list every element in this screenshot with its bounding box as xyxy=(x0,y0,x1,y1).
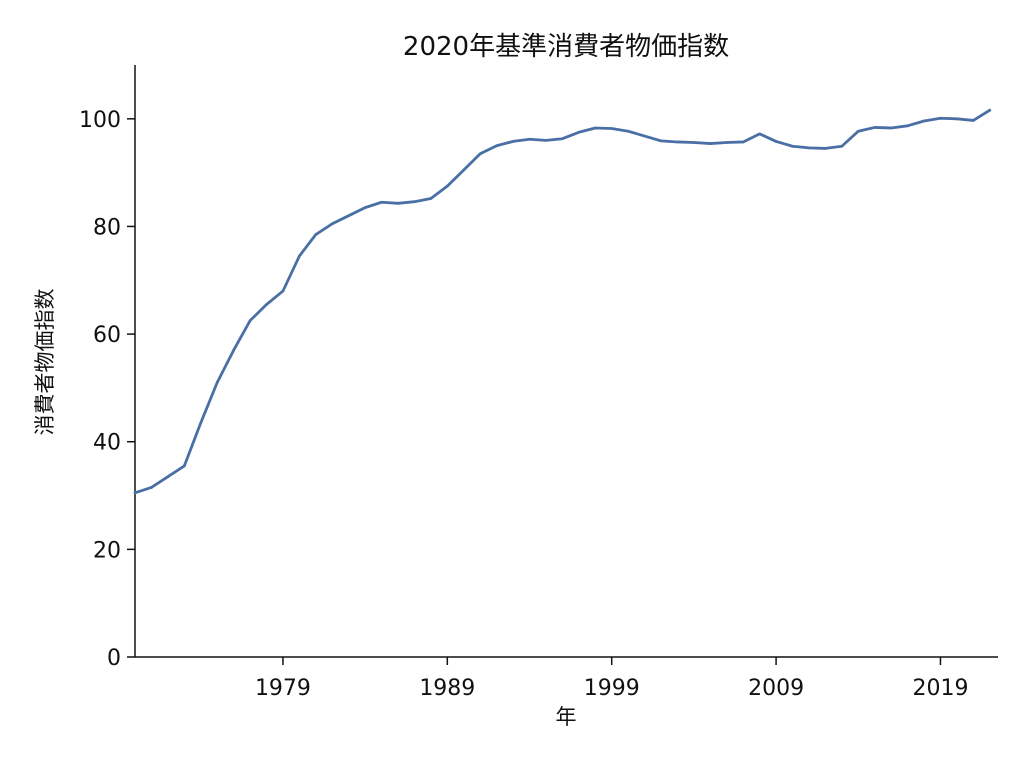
cpi-data-point xyxy=(840,144,844,148)
cpi-data-point xyxy=(478,152,482,156)
cpi-data-point xyxy=(873,126,877,129)
cpi-series-line xyxy=(133,108,992,495)
cpi-data-point xyxy=(741,140,745,144)
y-tick-label: 80 xyxy=(93,215,121,240)
cpi-data-point xyxy=(265,303,268,306)
cpi-data-point xyxy=(446,184,449,188)
cpi-data-point xyxy=(462,168,466,172)
x-tick-label: 2019 xyxy=(912,676,968,701)
cpi-data-point xyxy=(495,144,498,148)
cpi-data-point xyxy=(988,108,992,112)
cpi-data-point xyxy=(396,202,400,205)
y-axis-ticks: 0 20 40 60 80 100 xyxy=(79,108,135,671)
cpi-data-point xyxy=(199,421,203,425)
y-tick-label: 40 xyxy=(93,431,121,456)
cpi-data-point xyxy=(922,119,926,123)
cpi-data-point xyxy=(955,117,959,121)
cpi-data-point xyxy=(528,137,531,141)
cpi-data-point xyxy=(347,214,350,217)
cpi-data-point xyxy=(906,124,909,128)
y-tick-label: 100 xyxy=(79,108,121,133)
x-tick-label: 1989 xyxy=(419,676,475,701)
cpi-data-point xyxy=(298,254,301,258)
cpi-data-point xyxy=(429,197,433,200)
cpi-data-point xyxy=(232,348,235,352)
cpi-data-point xyxy=(889,126,893,130)
x-tick-label: 1979 xyxy=(255,676,311,701)
cpi-data-point xyxy=(380,200,383,204)
cpi-data-point xyxy=(593,126,597,130)
cpi-data-point xyxy=(413,200,416,203)
y-tick-label: 0 xyxy=(107,646,121,671)
cpi-data-point xyxy=(807,146,811,150)
cpi-data-point xyxy=(972,119,975,122)
x-tick-label: 1999 xyxy=(584,676,640,701)
cpi-data-point xyxy=(774,140,778,143)
x-tick-label: 2009 xyxy=(748,676,804,701)
y-tick-label: 60 xyxy=(93,323,121,348)
cpi-data-points xyxy=(133,108,992,495)
cpi-data-point xyxy=(183,464,186,468)
chart-title: 2020年基準消費者物価指数 xyxy=(403,32,729,62)
cpi-data-point xyxy=(561,137,564,141)
cpi-data-point xyxy=(659,139,663,143)
y-axis-title: 消費者物価指数 xyxy=(33,289,57,436)
x-axis-ticks: 1979 1989 1999 2009 2019 xyxy=(255,657,968,701)
cpi-data-point xyxy=(610,127,614,130)
cpi-data-point xyxy=(166,475,170,479)
cpi-data-point xyxy=(939,116,942,120)
cpi-data-point xyxy=(314,233,318,236)
cpi-data-point xyxy=(363,206,367,209)
x-axis-title: 年 xyxy=(556,705,577,729)
cpi-data-point xyxy=(758,132,761,136)
cpi-data-point xyxy=(330,222,334,226)
cpi-data-point xyxy=(791,144,794,148)
cpi-data-point xyxy=(824,147,827,150)
cpi-data-point xyxy=(511,140,515,143)
cpi-data-point xyxy=(692,141,696,144)
cpi-data-point xyxy=(676,140,679,144)
cpi-data-point xyxy=(150,486,153,489)
cpi-data-point xyxy=(544,139,548,142)
cpi-data-point xyxy=(248,319,252,322)
cpi-data-point xyxy=(709,142,712,145)
cpi-data-point xyxy=(725,141,729,144)
cpi-data-point xyxy=(215,381,219,384)
cpi-data-point xyxy=(133,491,137,495)
cpi-data-point xyxy=(577,130,581,134)
cpi-data-point xyxy=(626,129,630,133)
y-tick-label: 20 xyxy=(93,538,121,563)
cpi-data-point xyxy=(856,129,860,133)
cpi-data-point xyxy=(281,289,285,293)
cpi-data-point xyxy=(643,134,646,138)
